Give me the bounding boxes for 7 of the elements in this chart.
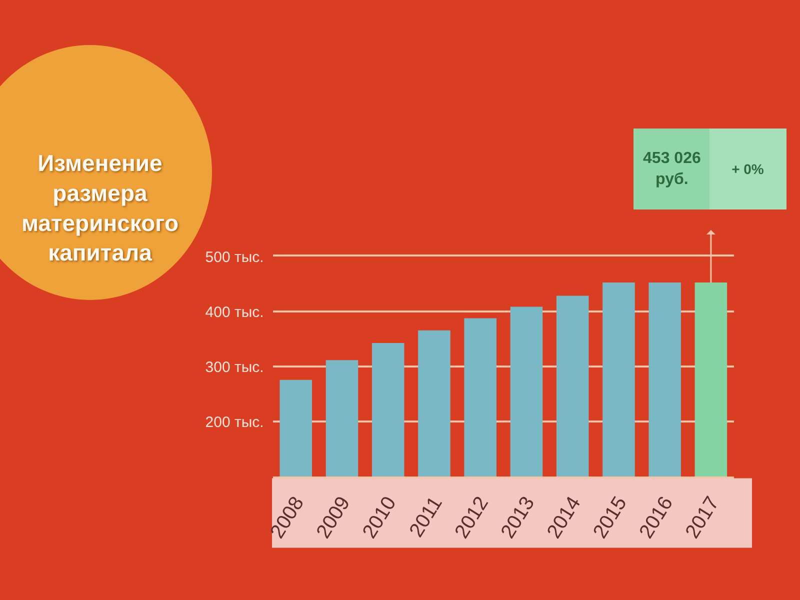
y-tick-label: 500 тыс. [205,248,264,266]
chart-title: Изменение размера материнского капитала [21,150,179,266]
text: 453 026 руб. [643,150,701,188]
y-tick-label: 300 тыс. [205,358,264,376]
y-tick-label: 400 тыс. [205,304,264,321]
text: + 0% [732,161,764,177]
y-tick-label: 200 тыс. [205,414,264,431]
